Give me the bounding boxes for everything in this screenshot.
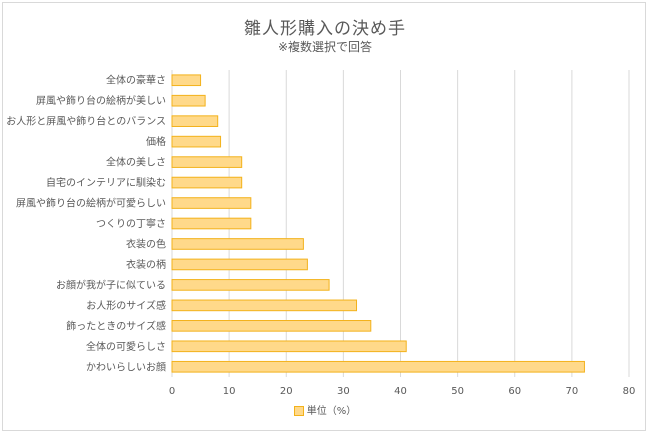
x-tick-label: 0 bbox=[169, 386, 175, 397]
legend: 単位（%） bbox=[0, 402, 650, 417]
category-label: 全体の可愛らしさ bbox=[86, 340, 166, 353]
category-label: お人形と屏風や飾り台とのバランス bbox=[6, 115, 166, 128]
chart-subtitle: ※複数選択で回答 bbox=[277, 40, 373, 54]
category-label: 自宅のインテリアに馴染む bbox=[46, 176, 166, 189]
bar bbox=[171, 115, 219, 127]
bar bbox=[171, 94, 206, 107]
x-tick-labels: 0 10 20 30 40 50 60 70 80 bbox=[169, 386, 636, 397]
bar bbox=[171, 197, 252, 209]
x-tick-label: 50 bbox=[451, 386, 464, 397]
bar bbox=[171, 156, 243, 168]
legend-swatch bbox=[293, 406, 304, 416]
x-tick-label: 40 bbox=[394, 386, 407, 397]
bar bbox=[171, 299, 358, 312]
legend-label: 単位（%） bbox=[306, 406, 357, 417]
bar bbox=[171, 74, 202, 87]
bar bbox=[171, 360, 585, 373]
bars bbox=[171, 74, 585, 373]
x-tick-label: 80 bbox=[623, 386, 636, 397]
category-label: 価格 bbox=[146, 135, 166, 148]
bar-chart: 全体の豪華さ屏風や飾り台の絵柄が美しいお人形と屏風や飾り台とのバランス価格全体の… bbox=[6, 70, 636, 397]
bar bbox=[171, 238, 304, 250]
x-tick-label: 20 bbox=[280, 386, 293, 397]
category-label: 飾ったときのサイズ感 bbox=[66, 319, 166, 332]
bar bbox=[171, 135, 222, 148]
category-label: お人形のサイズ感 bbox=[86, 299, 166, 312]
bar bbox=[171, 258, 308, 271]
x-tick-label: 30 bbox=[337, 386, 350, 397]
category-label: つくりの丁寧さ bbox=[96, 217, 166, 230]
category-label: 全体の豪華さ bbox=[106, 74, 166, 87]
bar bbox=[171, 279, 330, 291]
category-label: 屏風や飾り台の絵柄が可愛らしい bbox=[16, 197, 166, 210]
chart-frame bbox=[2, 2, 646, 431]
category-label: 屏風や飾り台の絵柄が美しい bbox=[36, 94, 166, 107]
category-label: お顔が我が子に似ている bbox=[56, 278, 166, 291]
category-label: かわいらしいお顔 bbox=[86, 360, 166, 373]
x-tick-label: 10 bbox=[223, 386, 236, 397]
bar bbox=[171, 176, 243, 189]
gridlines bbox=[171, 70, 630, 377]
x-tick-label: 60 bbox=[508, 386, 521, 397]
bar bbox=[171, 217, 252, 230]
category-label: 全体の美しさ bbox=[106, 156, 166, 169]
chart-title: 雛人形購入の決め手 bbox=[244, 19, 406, 39]
category-label: 衣装の色 bbox=[126, 237, 166, 250]
bar bbox=[171, 340, 407, 353]
bar bbox=[171, 320, 372, 332]
x-tick-label: 70 bbox=[566, 386, 579, 397]
category-labels: 全体の豪華さ屏風や飾り台の絵柄が美しいお人形と屏風や飾り台とのバランス価格全体の… bbox=[6, 74, 166, 374]
category-label: 衣装の柄 bbox=[126, 258, 166, 271]
